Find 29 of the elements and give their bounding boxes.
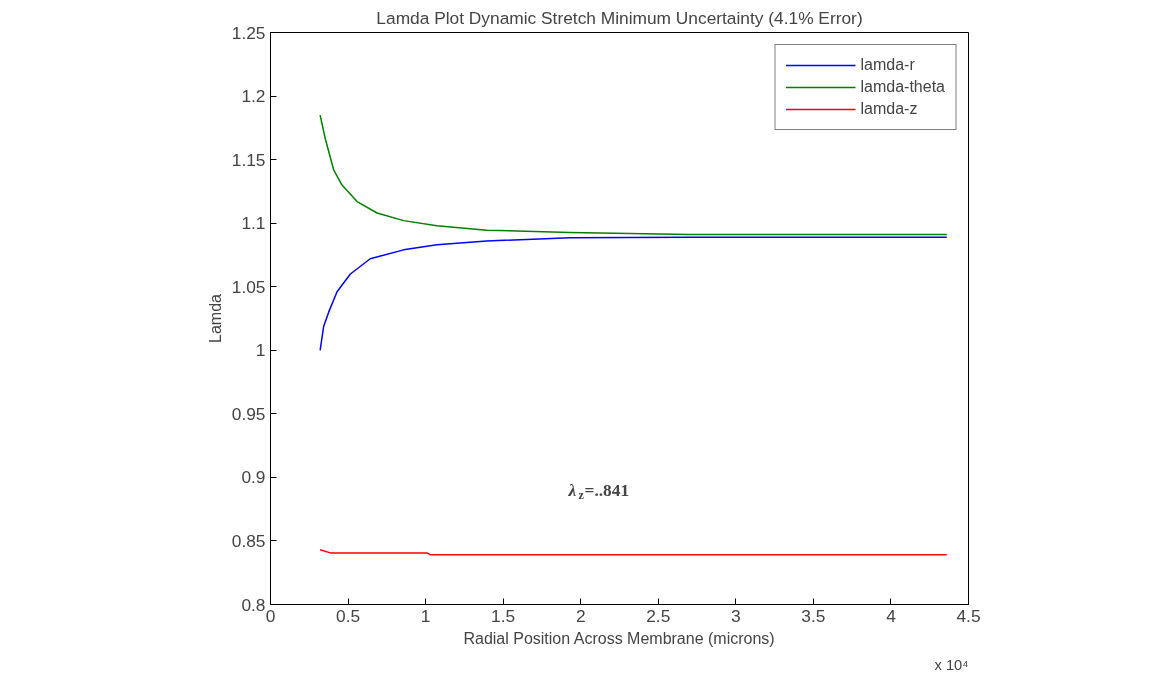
- y-tick-label: 1.2: [241, 86, 266, 107]
- y-tick-label: 1: [255, 340, 266, 361]
- line-series: [319, 114, 948, 236]
- x-tick-label: 2: [575, 605, 586, 626]
- x-tick-label: 1.5: [491, 605, 516, 626]
- x-tick-label: 4.5: [956, 605, 981, 626]
- y-tick-label: 0.95: [231, 403, 266, 424]
- x-tick-label: 3.5: [801, 605, 826, 626]
- chart-title: Lamda Plot Dynamic Stretch Minimum Uncertainty (4.1% Error): [376, 7, 863, 28]
- legend-label: lamda-z: [860, 100, 918, 118]
- x-tick-label: 2.5: [646, 605, 671, 626]
- y-tick-label: 1.1: [241, 213, 266, 234]
- x-tick-label: 0: [265, 605, 276, 626]
- legend-label: lamda-theta: [860, 78, 945, 96]
- x-tick-label: 3: [731, 605, 741, 626]
- y-tick-label: 1.15: [231, 149, 266, 170]
- x-axis-title: Radial Position Across Membrane (microns): [463, 629, 775, 647]
- y-tick-label: 0.8: [241, 594, 266, 615]
- x-tick-label: 0.5: [336, 605, 361, 626]
- legend-label: lamda-r: [860, 56, 915, 74]
- y-tick-label: 1.25: [231, 22, 266, 43]
- y-tick-label: 0.9: [241, 467, 266, 488]
- x-tick-label: 4: [886, 605, 897, 626]
- x-tick-label: 1: [420, 605, 431, 626]
- y-tick-label: 1.05: [231, 276, 266, 297]
- y-tick-label: 0.85: [231, 530, 266, 551]
- y-axis-title: Lamda: [206, 293, 224, 343]
- text: x 10⁴: [934, 656, 969, 673]
- line-series: [319, 236, 948, 352]
